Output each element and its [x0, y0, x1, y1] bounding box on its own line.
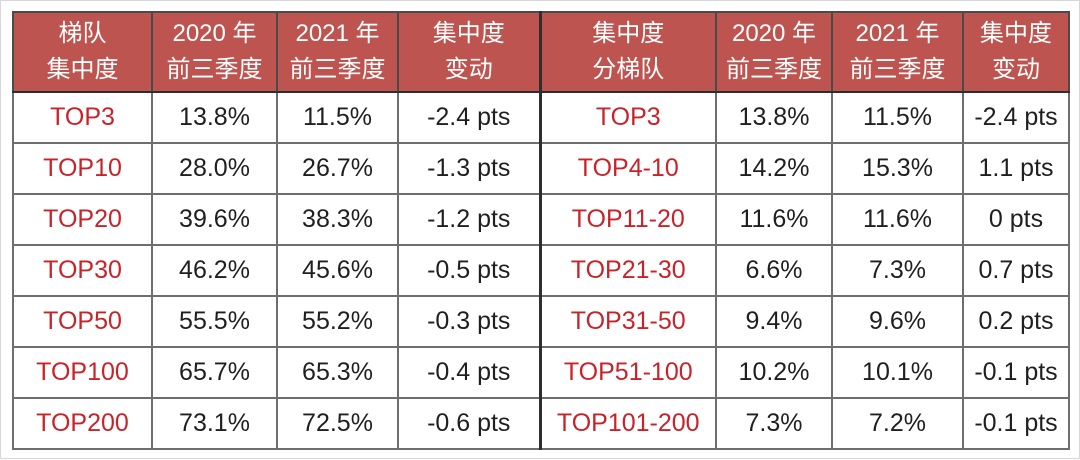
header-row: 梯队 集中度 2020 年 前三季度 2021 年 前三季度 集中度 变动 集中… [12, 11, 1070, 93]
value-cell: -0.3 pts [397, 295, 541, 348]
column-header-change-segment: 集中度 变动 [962, 11, 1070, 93]
header-line: 变动 [992, 56, 1040, 83]
value-cell: 28.0% [151, 142, 278, 195]
value-cell: -2.4 pts [397, 91, 541, 144]
value-cell: -0.1 pts [962, 346, 1070, 399]
header-line: 前三季度 [849, 56, 946, 83]
header-line: 2021 年 [855, 20, 940, 47]
value-cell: -0.5 pts [397, 244, 541, 297]
value-cell: 0.2 pts [962, 295, 1070, 348]
value-cell: 6.6% [715, 244, 833, 297]
column-header-tier: 梯队 集中度 [12, 11, 153, 93]
header-line: 变动 [444, 56, 493, 83]
value-cell: -0.4 pts [397, 346, 541, 399]
tier-label-cell: TOP10 [12, 142, 153, 195]
value-cell: 11.6% [831, 193, 964, 246]
header-line: 分梯队 [592, 56, 665, 83]
value-cell: -2.4 pts [962, 91, 1070, 144]
value-cell: 45.6% [276, 244, 399, 297]
tier-label-cell: TOP100 [12, 346, 153, 399]
value-cell: 55.2% [276, 295, 399, 348]
tier-label-cell: TOP200 [12, 397, 153, 450]
column-header-2020: 2020 年 前三季度 [151, 11, 278, 93]
column-header-tier-segment: 集中度 分梯队 [538, 11, 717, 93]
header-line: 集中度 [46, 56, 119, 83]
value-cell: 73.1% [151, 397, 278, 450]
value-cell: 7.2% [831, 397, 964, 450]
value-cell: 0.7 pts [962, 244, 1070, 297]
value-cell: 9.4% [715, 295, 833, 348]
table-body: TOP3 13.8% 11.5% -2.4 pts TOP3 13.8% 11.5% -2.4… [12, 91, 1070, 450]
value-cell: 38.3% [276, 193, 399, 246]
value-cell: 14.2% [715, 142, 833, 195]
value-cell: 72.5% [276, 397, 399, 450]
header-line: 前三季度 [166, 56, 263, 83]
tier-label-cell: TOP21-30 [538, 244, 717, 297]
column-header-2021: 2021 年 前三季度 [276, 11, 399, 93]
column-header-2021-segment: 2021 年 前三季度 [831, 11, 964, 93]
header-line: 前三季度 [726, 56, 822, 83]
value-cell: -1.2 pts [397, 193, 541, 246]
value-cell: 46.2% [151, 244, 278, 297]
value-cell: 26.7% [276, 142, 399, 195]
header-line: 2020 年 [731, 20, 817, 47]
tier-label-cell: TOP101-200 [538, 397, 717, 450]
column-header-2020-segment: 2020 年 前三季度 [715, 11, 833, 93]
header-line: 集中度 [592, 20, 665, 47]
value-cell: 1.1 pts [962, 142, 1070, 195]
value-cell: 10.2% [715, 346, 833, 399]
header-line: 2021 年 [295, 20, 380, 47]
value-cell: 55.5% [151, 295, 278, 348]
table-row: TOP3 13.8% 11.5% -2.4 pts TOP3 13.8% 11.5% -2.4… [12, 91, 1070, 144]
value-cell: 0 pts [962, 193, 1070, 246]
value-cell: 65.7% [151, 346, 278, 399]
table-row: TOP200 73.1% 72.5% -0.6 pts TOP101-200 7.3% 7.… [12, 397, 1070, 450]
table-row: TOP10 28.0% 26.7% -1.3 pts TOP4-10 14.2% 15.3%… [12, 142, 1070, 195]
table-header: 梯队 集中度 2020 年 前三季度 2021 年 前三季度 集中度 变动 集中… [12, 11, 1070, 93]
tier-label-cell: TOP4-10 [538, 142, 717, 195]
column-header-change: 集中度 变动 [397, 11, 541, 93]
table-row: TOP50 55.5% 55.2% -0.3 pts TOP31-50 9.4% 9.6% 0… [12, 295, 1070, 348]
value-cell: -0.1 pts [962, 397, 1070, 450]
value-cell: -0.6 pts [397, 397, 541, 450]
header-line: 梯队 [58, 20, 107, 47]
tier-label-cell: TOP30 [12, 244, 153, 297]
concentration-table: 梯队 集中度 2020 年 前三季度 2021 年 前三季度 集中度 变动 集中… [12, 11, 1070, 450]
header-line: 前三季度 [289, 56, 386, 83]
table-row: TOP30 46.2% 45.6% -0.5 pts TOP21-30 6.6% 7.3% 0… [12, 244, 1070, 297]
value-cell: 9.6% [831, 295, 964, 348]
value-cell: 10.1% [831, 346, 964, 399]
header-line: 2020 年 [172, 20, 257, 47]
tier-label-cell: TOP3 [12, 91, 153, 144]
header-line: 集中度 [432, 20, 505, 47]
tier-label-cell: TOP11-20 [538, 193, 717, 246]
table-row: TOP20 39.6% 38.3% -1.2 pts TOP11-20 11.6% 11.6… [12, 193, 1070, 246]
tier-label-cell: TOP20 [12, 193, 153, 246]
header-line: 集中度 [980, 20, 1052, 47]
value-cell: 11.5% [276, 91, 399, 144]
value-cell: 7.3% [715, 397, 833, 450]
value-cell: 15.3% [831, 142, 964, 195]
value-cell: 39.6% [151, 193, 278, 246]
value-cell: 7.3% [831, 244, 964, 297]
value-cell: 13.8% [715, 91, 833, 144]
tier-label-cell: TOP50 [12, 295, 153, 348]
value-cell: -1.3 pts [397, 142, 541, 195]
value-cell: 13.8% [151, 91, 278, 144]
tier-label-cell: TOP31-50 [538, 295, 717, 348]
value-cell: 65.3% [276, 346, 399, 399]
tier-label-cell: TOP51-100 [538, 346, 717, 399]
table-row: TOP100 65.7% 65.3% -0.4 pts TOP51-100 10.2% 10… [12, 346, 1070, 399]
tier-label-cell: TOP3 [538, 91, 717, 144]
value-cell: 11.5% [831, 91, 964, 144]
value-cell: 11.6% [715, 193, 833, 246]
